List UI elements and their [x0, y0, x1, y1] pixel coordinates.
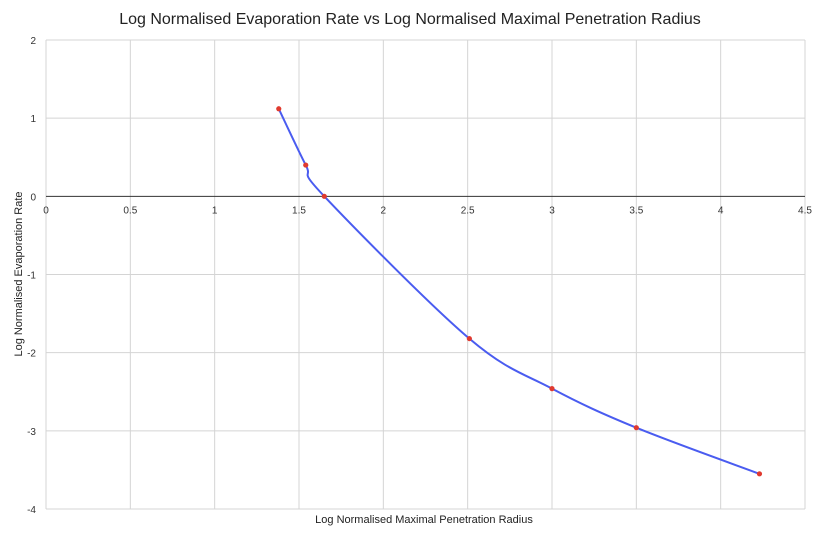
- data-point: [276, 106, 282, 112]
- x-tick-label: 1: [212, 205, 218, 216]
- x-tick-label: 0: [43, 205, 49, 216]
- grid: [45, 39, 806, 510]
- y-tick-labels: 2 1 0 -1 -2 -3 -4: [27, 36, 36, 516]
- data-series: [276, 106, 763, 477]
- x-axis-label: Log Normalised Maximal Penetration Radiu…: [315, 514, 533, 526]
- series-line: [277, 108, 760, 475]
- data-point: [633, 425, 639, 431]
- data-point: [549, 386, 555, 392]
- x-tick-label: 4.5: [798, 205, 812, 216]
- data-point: [756, 471, 763, 477]
- y-tick-label: -1: [27, 271, 36, 282]
- chart-title: Log Normalised Evaporation Rate vs Log N…: [119, 11, 701, 28]
- x-tick-label: 4: [718, 205, 724, 216]
- y-tick-label: 2: [30, 36, 36, 47]
- x-tick-label: 0.5: [123, 205, 137, 216]
- y-axis-label: Log Normalised Evaporation Rate: [13, 191, 25, 356]
- x-tick-label: 3.5: [629, 205, 643, 216]
- y-tick-label: 1: [30, 114, 36, 125]
- y-tick-label: -4: [27, 505, 36, 516]
- y-tick-label: -2: [27, 349, 36, 360]
- y-tick-label: 0: [30, 192, 36, 203]
- data-point: [466, 335, 472, 342]
- y-tick-label: -3: [27, 427, 36, 438]
- data-point: [321, 193, 327, 199]
- x-tick-labels: 0 0.5 1 1.5 2 2.5 3 3.5 4 4.5: [43, 205, 812, 216]
- data-point: [303, 162, 309, 168]
- x-tick-label: 1.5: [292, 205, 306, 216]
- x-tick-label: 2.5: [461, 205, 475, 216]
- x-tick-label: 3: [549, 205, 555, 216]
- x-tick-label: 2: [381, 205, 387, 216]
